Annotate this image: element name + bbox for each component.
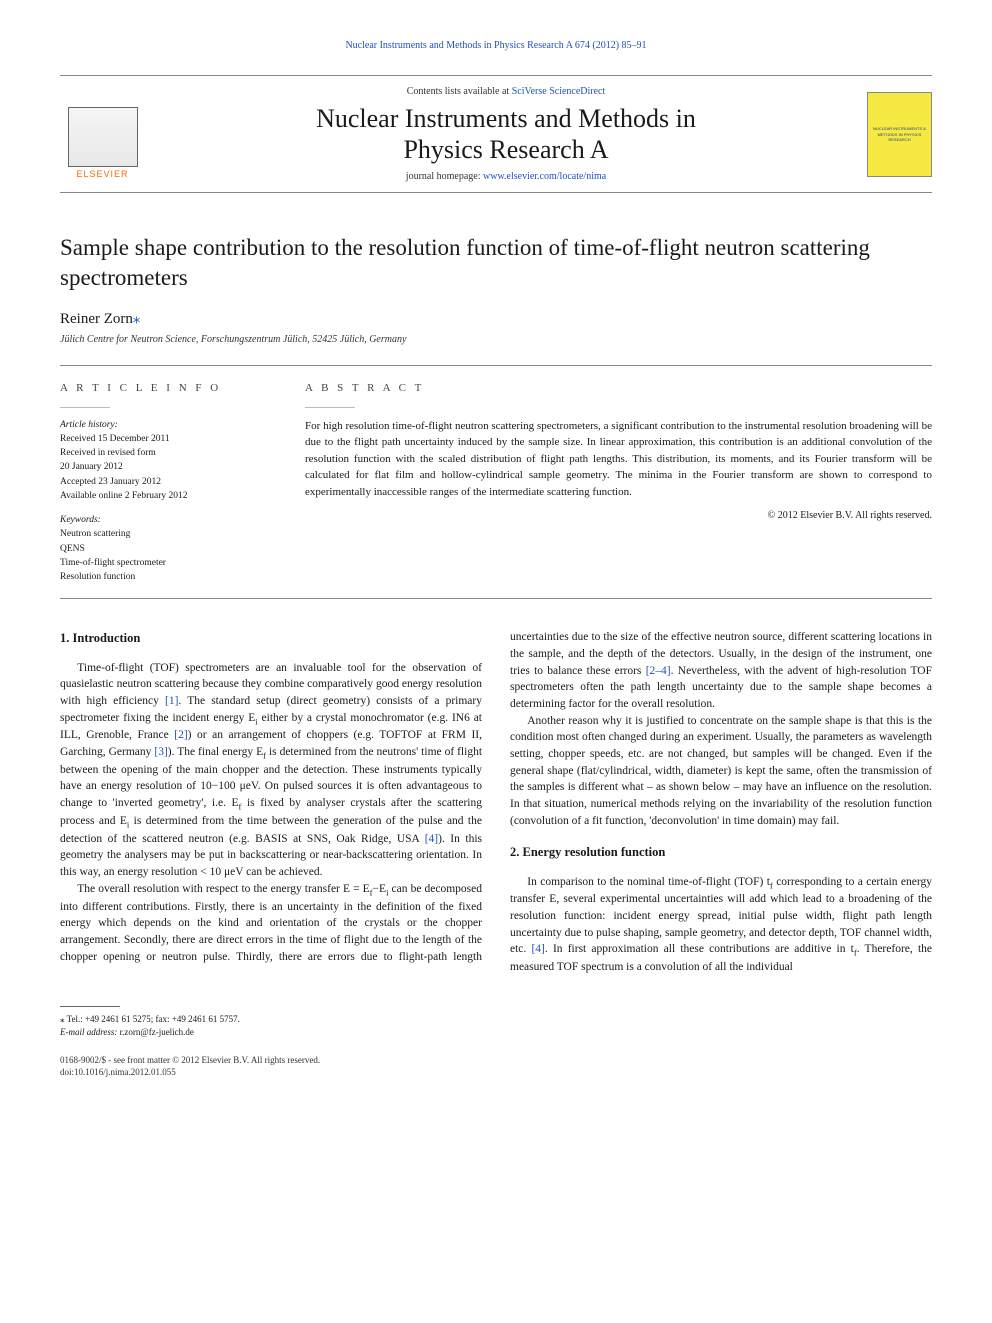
ref-link-2[interactable]: [2] xyxy=(174,729,187,741)
article-title: Sample shape contribution to the resolut… xyxy=(60,233,932,293)
history-label: Article history: xyxy=(60,418,269,432)
elsevier-tree-icon xyxy=(68,107,138,167)
contents-prefix: Contents lists available at xyxy=(407,86,512,97)
ref-link-2-4[interactable]: [2–4] xyxy=(646,665,671,677)
contents-line: Contents lists available at SciVerse Sci… xyxy=(145,86,867,97)
author-line: Reiner Zorn⁎ xyxy=(60,309,932,328)
article-info-label: A R T I C L E I N F O xyxy=(60,380,269,397)
email-label: E-mail address: xyxy=(60,1027,117,1037)
abstract-block: A B S T R A C T For high resolution time… xyxy=(285,366,932,598)
sciencedirect-link[interactable]: SciVerse ScienceDirect xyxy=(512,86,606,97)
text-run: ). The final energy E xyxy=(168,746,263,758)
abstract-label: A B S T R A C T xyxy=(305,380,932,397)
journal-cover-thumb: NUCLEAR INSTRUMENTS & METHODS IN PHYSICS… xyxy=(867,92,932,177)
footer-doi: doi:10.1016/j.nima.2012.01.055 xyxy=(60,1066,932,1079)
body-paragraph: Another reason why it is justified to co… xyxy=(510,713,932,830)
ref-link-4[interactable]: [4] xyxy=(425,833,438,845)
keyword: QENS xyxy=(60,542,269,556)
text-run: −E xyxy=(373,883,387,895)
history-line: Available online 2 February 2012 xyxy=(60,489,269,503)
text-run: In comparison to the nominal time-of-fli… xyxy=(527,876,770,888)
ref-link-4[interactable]: [4] xyxy=(531,943,544,955)
keyword: Neutron scattering xyxy=(60,527,269,541)
running-head-link[interactable]: Nuclear Instruments and Methods in Physi… xyxy=(345,40,646,51)
running-head: Nuclear Instruments and Methods in Physi… xyxy=(60,40,932,51)
history-line: 20 January 2012 xyxy=(60,460,269,474)
history-line: Received 15 December 2011 xyxy=(60,432,269,446)
elsevier-wordmark: ELSEVIER xyxy=(76,169,128,179)
history-line: Accepted 23 January 2012 xyxy=(60,475,269,489)
body-paragraph: In comparison to the nominal time-of-fli… xyxy=(510,874,932,976)
footer-front-matter: 0168-9002/$ - see front matter © 2012 El… xyxy=(60,1054,932,1067)
body-paragraph: Time-of-flight (TOF) spectrometers are a… xyxy=(60,660,482,881)
email-footnote: E-mail address: r.zorn@fz-juelich.de xyxy=(60,1026,932,1040)
history-line: Received in revised form xyxy=(60,446,269,460)
abstract-text: For high resolution time-of-flight neutr… xyxy=(305,418,932,501)
keyword: Time-of-flight spectrometer xyxy=(60,556,269,570)
text-run: . In first approximation all these contr… xyxy=(545,943,854,955)
homepage-prefix: journal homepage: xyxy=(406,171,483,182)
abstract-rule xyxy=(305,407,355,408)
journal-header: ELSEVIER Contents lists available at Sci… xyxy=(60,75,932,193)
journal-center: Contents lists available at SciVerse Sci… xyxy=(145,86,867,182)
meta-row: A R T I C L E I N F O Article history: R… xyxy=(60,365,932,599)
journal-title-line2: Physics Research A xyxy=(403,135,608,164)
corresponding-marker[interactable]: ⁎ xyxy=(133,311,141,327)
page-footer: 0168-9002/$ - see front matter © 2012 El… xyxy=(60,1054,932,1079)
section-2-heading: 2. Energy resolution function xyxy=(510,843,932,861)
journal-title: Nuclear Instruments and Methods in Physi… xyxy=(145,103,867,165)
section-1-heading: 1. Introduction xyxy=(60,629,482,647)
author-name: Reiner Zorn xyxy=(60,311,133,327)
article-info: A R T I C L E I N F O Article history: R… xyxy=(60,366,285,598)
corresponding-footnote: ⁎ Tel.: +49 2461 61 5275; fax: +49 2461 … xyxy=(60,1013,932,1027)
homepage-link[interactable]: www.elsevier.com/locate/nima xyxy=(483,171,606,182)
affiliation: Jülich Centre for Neutron Science, Forsc… xyxy=(60,334,932,345)
journal-title-line1: Nuclear Instruments and Methods in xyxy=(316,104,696,133)
keywords-label: Keywords: xyxy=(60,513,269,527)
footnotes: ⁎ Tel.: +49 2461 61 5275; fax: +49 2461 … xyxy=(60,1013,932,1040)
text-run: The overall resolution with respect to t… xyxy=(77,883,369,895)
keyword: Resolution function xyxy=(60,570,269,584)
info-rule xyxy=(60,407,110,408)
abstract-copyright: © 2012 Elsevier B.V. All rights reserved… xyxy=(305,508,932,523)
homepage-line: journal homepage: www.elsevier.com/locat… xyxy=(145,171,867,182)
footnote-separator xyxy=(60,1006,120,1007)
ref-link-3[interactable]: [3] xyxy=(154,746,167,758)
email-value: r.zorn@fz-juelich.de xyxy=(117,1027,194,1037)
elsevier-logo: ELSEVIER xyxy=(60,89,145,179)
ref-link-1[interactable]: [1] xyxy=(165,695,178,707)
body-columns: 1. Introduction Time-of-flight (TOF) spe… xyxy=(60,629,932,975)
